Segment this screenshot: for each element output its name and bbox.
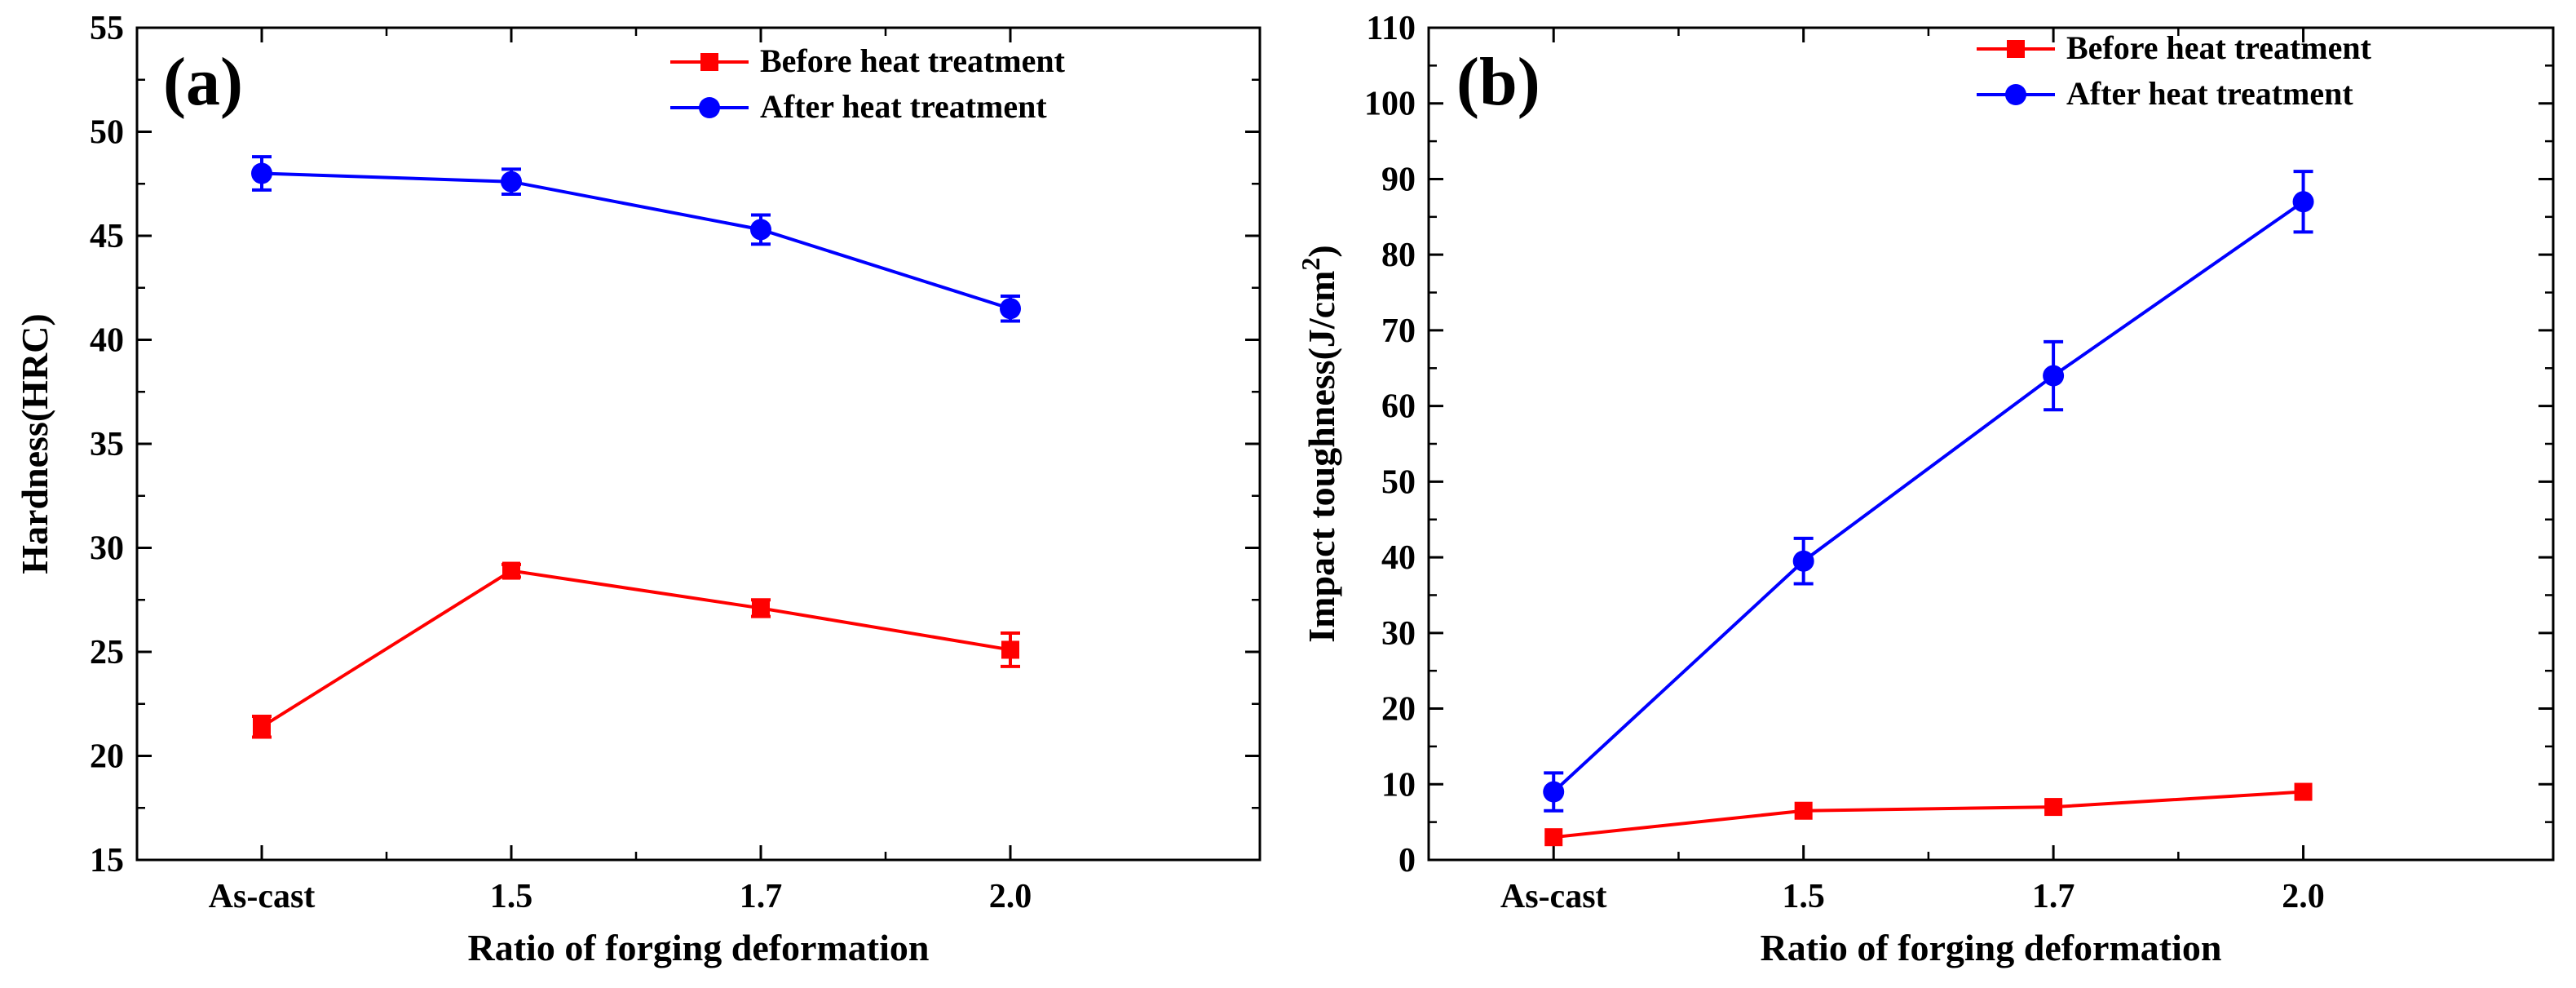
data-point-square [1794,801,1813,820]
series-before-heat-treatment [1544,782,2313,847]
y-tick-label: 45 [90,218,124,255]
chart-panel-a: 15 20 25 30 35 40 45 50 55 As-cast 1.5 1.7 2.0 Ratio … [14,10,1261,968]
y-tick-label: 10 [1381,766,1416,804]
legend-entry: After heat treatment [670,88,1047,125]
y-axis-title-main: Hardness(HRC) [14,313,55,574]
legend-label: Before heat treatment [2066,29,2372,66]
x-tick-label: 1.7 [2032,878,2075,915]
plot-frame [1427,26,2555,862]
data-point-square [502,561,520,580]
x-axis-title: Ratio of forging deformation [1761,927,2222,968]
y-tick-label: 25 [90,634,124,671]
legend-label: After heat treatment [2066,75,2353,112]
y-tick-label: 30 [90,530,124,568]
x-axis-title: Ratio of forging deformation [468,927,930,968]
legend-label: Before heat treatment [760,42,1066,79]
data-point-square [1544,828,1563,847]
y-tick-label: 40 [1381,539,1416,577]
x-tick-label: 1.5 [1782,878,1825,915]
legend-marker-circle [699,97,720,118]
y-tick-label: 0 [1398,842,1416,879]
legend-entry: After heat treatment [1977,75,2353,112]
panel-label: (b) [1456,44,1540,120]
data-point-circle [1543,781,1565,803]
panel-label: (a) [163,44,243,120]
series-line [260,569,1011,729]
y-axis-title-superscript: 2 [1296,258,1325,271]
legend-marker-circle [2005,84,2026,105]
series-line [261,171,1011,311]
y-tick-label: 50 [90,114,124,152]
plot-frame [135,26,1261,862]
y-tick-label: 40 [90,322,124,360]
series-line [1552,200,2304,794]
data-point-square [1001,640,1019,659]
legend-entry: Before heat treatment [670,42,1066,79]
y-tick-label: 50 [1381,463,1416,501]
y-tick-label: 30 [1381,615,1416,653]
data-point-circle [1792,550,1814,572]
data-point-circle [1000,298,1021,320]
x-tick-label: 1.5 [490,878,533,915]
y-axis-title-tail: ) [1301,245,1342,257]
y-tick-label: 110 [1366,10,1416,47]
data-point-square [253,717,271,736]
data-point-square [2044,798,2063,817]
y-tick-label: 35 [90,426,124,463]
y-tick-label: 20 [90,738,124,776]
x-tick-label: 2.0 [2282,878,2325,915]
data-point-circle [501,171,522,193]
series-after-heat-treatment [251,155,1021,323]
x-tick-label: 1.7 [740,878,783,915]
data-point-circle [2292,191,2314,213]
y-tick-label: 70 [1381,312,1416,350]
y-tick-label: 80 [1381,237,1416,274]
series-after-heat-treatment [1543,170,2314,813]
data-point-circle [251,162,272,184]
y-axis-title: Impact toughness(J/cm2) [1296,245,1342,643]
series-line [1553,790,2304,840]
legend-marker-square [700,53,718,71]
chart-panel-b: 0 10 20 30 40 50 60 70 80 90 100 110 As-cast 1.5 1.7 2.… [1296,10,2555,968]
data-point-square [752,599,770,618]
y-tick-label: 60 [1381,388,1416,426]
legend-entry: Before heat treatment [1977,29,2372,66]
data-point-circle [2043,365,2065,387]
data-point-circle [750,219,771,241]
y-axis-title-main: Impact toughness(J/cm [1301,271,1342,643]
y-tick-label: 15 [90,842,124,879]
y-axis-title: Hardness(HRC) [14,313,55,574]
series-before-heat-treatment [252,561,1020,739]
data-point-square [2294,782,2313,801]
y-tick-label: 55 [90,10,124,47]
x-tick-label: As-cast [1500,878,1607,915]
x-tick-label: As-cast [209,878,316,915]
y-tick-label: 90 [1381,161,1416,198]
legend-label: After heat treatment [760,88,1047,125]
legend-marker-square [2007,40,2025,58]
x-tick-label: 2.0 [989,878,1032,915]
y-tick-label: 100 [1364,86,1416,123]
y-tick-label: 20 [1381,691,1416,729]
